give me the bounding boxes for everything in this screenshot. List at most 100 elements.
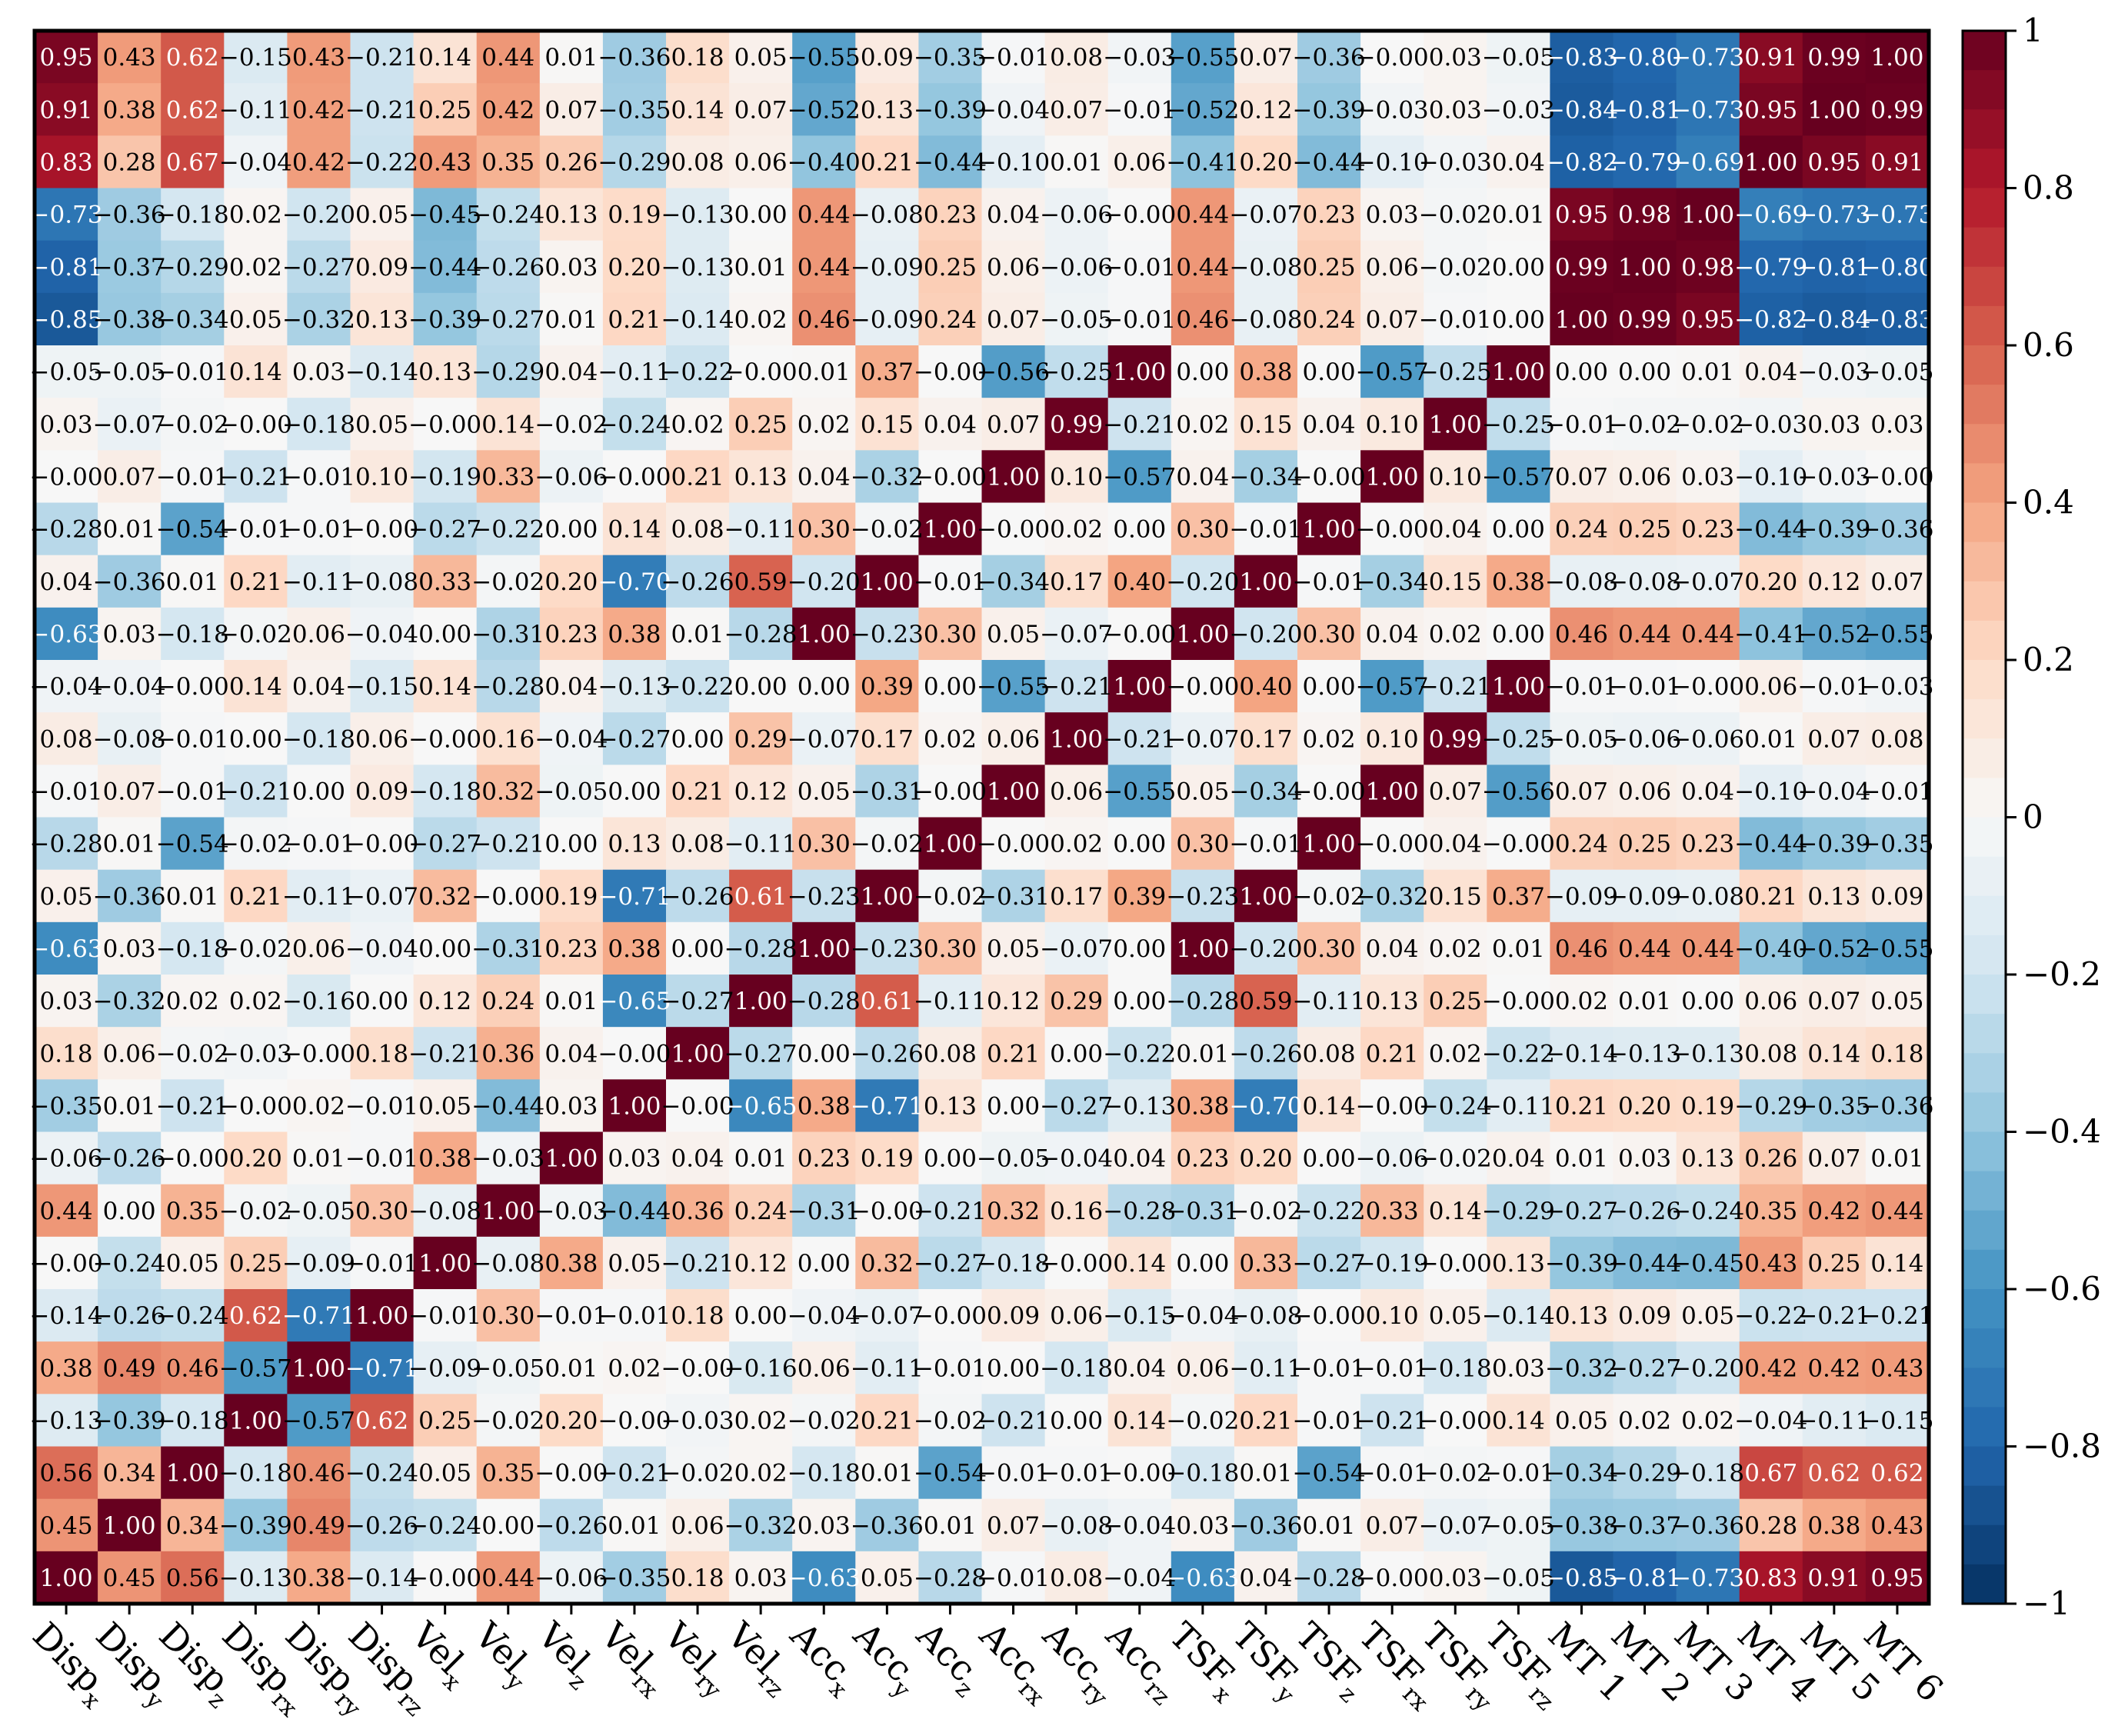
heatmap-cell [1487, 1027, 1550, 1080]
heatmap-cell [1424, 660, 1487, 713]
heatmap-cell [35, 1446, 98, 1500]
heatmap-cell [413, 1394, 478, 1448]
heatmap-cell-value: −0.07 [851, 1302, 924, 1330]
heatmap-cell [539, 135, 604, 189]
heatmap-cell [1171, 765, 1235, 818]
heatmap-cell-value: −0.70 [598, 568, 671, 596]
heatmap-cell-value: 0.30 [1303, 935, 1356, 963]
heatmap-cell [1360, 660, 1424, 713]
heatmap-cell [539, 869, 604, 923]
heatmap-cell [666, 292, 730, 346]
heatmap-cell-value: −0.22 [661, 358, 734, 386]
heatmap-cell-value: 0.98 [1618, 202, 1671, 229]
colorbar-band [1963, 935, 2006, 975]
heatmap-cell [161, 450, 225, 504]
heatmap-cell-value: −0.39 [408, 306, 481, 334]
heatmap-cell-value: −0.04 [93, 673, 166, 701]
heatmap-cell-value: 1.00 [1176, 621, 1229, 648]
heatmap-cell [98, 135, 162, 189]
heatmap-cell [1234, 1446, 1298, 1500]
heatmap-cell [855, 1498, 919, 1552]
heatmap-cell-value: −0.03 [1797, 463, 1870, 491]
heatmap-cell-value: −0.08 [93, 725, 166, 753]
heatmap-cell-value: −0.23 [788, 883, 861, 911]
heatmap-cell-value: 0.00 [1050, 1040, 1103, 1068]
heatmap-cell [413, 1079, 478, 1133]
heatmap-cell-value: −0.01 [156, 778, 229, 805]
heatmap-cell [1044, 1236, 1109, 1290]
heatmap-cell [918, 607, 983, 661]
colorbar-tick-label: −1 [2023, 1584, 2070, 1622]
heatmap-cell [1739, 450, 1803, 504]
heatmap-cell-value: −0.27 [598, 725, 671, 753]
heatmap-cell-value: 0.03 [1618, 1145, 1671, 1173]
heatmap-cell [981, 765, 1046, 818]
heatmap-cell-value: 0.21 [987, 1040, 1040, 1068]
heatmap-cell [224, 240, 288, 294]
heatmap-cell [1739, 188, 1803, 242]
heatmap-cell-value: −0.01 [1608, 673, 1681, 701]
heatmap-cell [287, 1498, 351, 1552]
heatmap-cell [539, 1394, 604, 1448]
heatmap-cell-value: −0.00 [30, 463, 103, 491]
heatmap-cell-value: −0.08 [1229, 254, 1302, 282]
heatmap-cell [981, 1131, 1046, 1185]
heatmap-cell [1613, 1131, 1677, 1185]
heatmap-cell [1360, 31, 1424, 84]
heatmap-cell-value: 0.24 [1303, 306, 1356, 334]
heatmap-cell [1550, 1289, 1614, 1342]
heatmap-cell [476, 502, 541, 556]
heatmap-cell [792, 135, 856, 189]
heatmap-cell-value: −0.55 [1103, 778, 1176, 805]
heatmap-cell [35, 83, 98, 136]
heatmap-cell-value: 0.03 [1870, 411, 1923, 438]
heatmap-cell-value: −0.82 [1734, 306, 1807, 334]
heatmap-cell-value: 0.16 [481, 725, 534, 753]
heatmap-cell-value: 0.67 [1744, 1460, 1797, 1488]
heatmap-cell-value: −0.36 [1860, 516, 1933, 544]
heatmap-cell-value: −0.02 [1419, 1460, 1492, 1488]
heatmap-cell [1360, 240, 1424, 294]
heatmap-cell [918, 31, 983, 84]
heatmap-cell-value: 0.05 [987, 935, 1040, 963]
heatmap-cell-value: 0.28 [1744, 1512, 1797, 1540]
heatmap-cell-value: 0.07 [1050, 96, 1103, 124]
heatmap-cell [287, 345, 351, 398]
heatmap-cell [792, 188, 856, 242]
heatmap-cell [792, 660, 856, 713]
heatmap-cell [981, 1289, 1046, 1342]
heatmap-cell [729, 398, 793, 451]
heatmap-cell [981, 135, 1046, 189]
heatmap-cell-value: −0.01 [534, 1302, 608, 1330]
heatmap-cell-value: −0.81 [1608, 1564, 1681, 1592]
heatmap-cell [1676, 135, 1740, 189]
heatmap-cell-value: 0.02 [229, 254, 282, 282]
heatmap-cell-value: 1.00 [229, 1407, 282, 1434]
heatmap-cell-value: 0.04 [544, 673, 598, 701]
heatmap-cell-value: 0.15 [861, 411, 914, 438]
heatmap-cell [666, 1131, 730, 1185]
heatmap-cell-value: 0.00 [1303, 358, 1356, 386]
heatmap-cell [1044, 1289, 1109, 1342]
heatmap-cell-value: 0.06 [1744, 988, 1797, 1015]
heatmap-cell [855, 1446, 919, 1500]
heatmap-cell [1107, 607, 1172, 661]
heatmap-cell-value: −0.00 [1356, 831, 1429, 858]
heatmap-cell-value: 0.07 [1870, 568, 1923, 596]
heatmap-cell [729, 1446, 793, 1500]
heatmap-cell-value: 0.07 [987, 411, 1040, 438]
heatmap-cell-value: 0.06 [671, 1512, 724, 1540]
heatmap-cell-value: −0.44 [1293, 148, 1366, 176]
heatmap-cell-value: −0.03 [534, 1198, 608, 1225]
heatmap-cell [476, 1289, 541, 1342]
heatmap-cell [98, 817, 162, 871]
heatmap-cell-value: 0.25 [418, 96, 471, 124]
heatmap-cell [1297, 188, 1361, 242]
heatmap-cell [1802, 502, 1867, 556]
heatmap-cell [1613, 1551, 1677, 1604]
heatmap-cell-value: −0.05 [1482, 44, 1555, 72]
heatmap-cell [1171, 83, 1235, 136]
heatmap-cell-value: 0.20 [1618, 1092, 1671, 1120]
heatmap-cell-value: 0.06 [292, 621, 345, 648]
heatmap-cell [224, 31, 288, 84]
